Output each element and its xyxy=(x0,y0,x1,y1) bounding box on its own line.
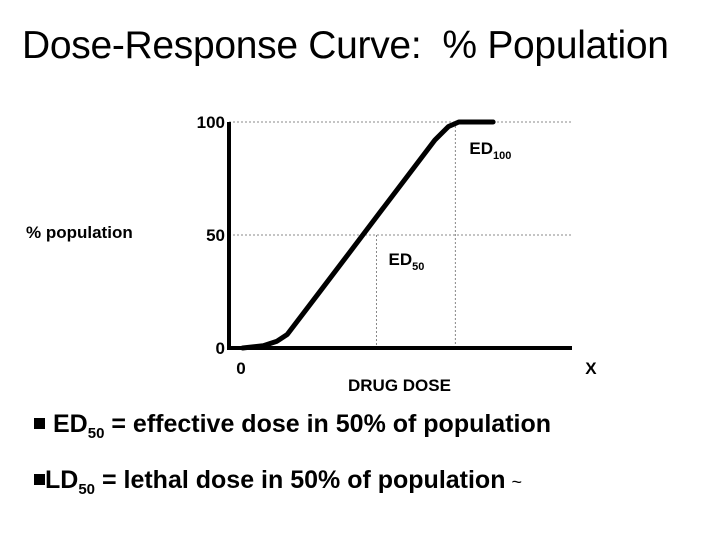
y-tick-label: 50 xyxy=(206,226,225,245)
bullet-main: LD xyxy=(45,466,79,494)
x-tick-label: 0 xyxy=(236,359,245,378)
annotation-subscript: 50 xyxy=(412,261,424,273)
slide-title: Dose-Response Curve: % Population xyxy=(22,24,669,67)
bullet-tilde: ~ xyxy=(511,472,522,492)
bullet-ld50: LD50 = lethal dose in 50% of population ~ xyxy=(34,466,522,498)
bullet-subscript: 50 xyxy=(78,481,96,498)
bullet-ed50: ED50 = effective dose in 50% of populati… xyxy=(34,410,551,442)
y-tick-label: 0 xyxy=(216,339,225,358)
bullet-square-icon xyxy=(34,473,45,485)
bullet-text: = lethal dose in 50% of population xyxy=(95,466,506,494)
bullet-subscript: 50 xyxy=(87,425,105,442)
bullet-text: = effective dose in 50% of population xyxy=(104,410,552,438)
annotation-ed100: ED100 xyxy=(469,139,511,162)
dose-response-curve xyxy=(240,119,496,351)
x-axis-title: DRUG DOSE xyxy=(348,376,451,395)
annotation-main: ED xyxy=(469,139,493,158)
y-axis-title: % population xyxy=(26,223,133,242)
annotation-main: ED xyxy=(388,250,412,269)
annotation-subscript: 100 xyxy=(493,150,511,162)
y-tick-label: 100 xyxy=(197,113,225,132)
annotation-ed50: ED50 xyxy=(388,250,424,273)
bullet-square-icon xyxy=(34,417,45,429)
x-tick-label: X xyxy=(585,359,597,378)
bullet-main: ED xyxy=(53,410,88,438)
